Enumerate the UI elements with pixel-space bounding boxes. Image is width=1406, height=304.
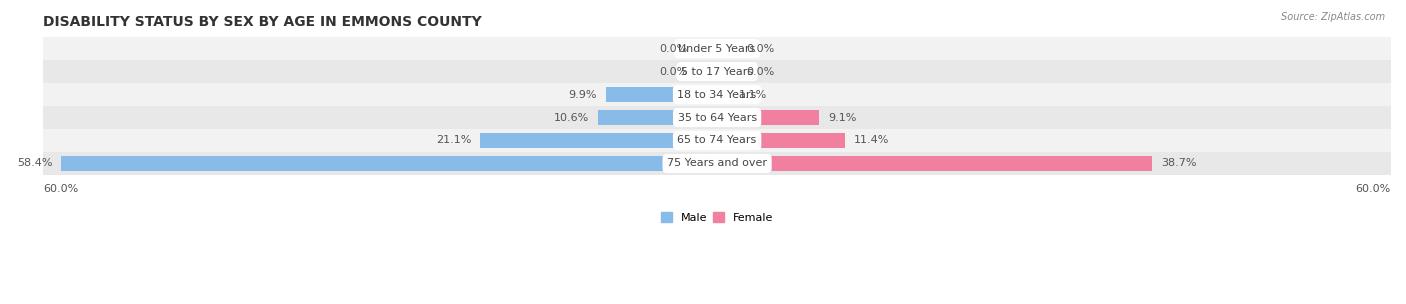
Text: 0.0%: 0.0%	[747, 43, 775, 54]
Bar	[697, 41, 717, 57]
Text: 9.1%: 9.1%	[828, 112, 856, 123]
Text: 75 Years and over: 75 Years and over	[666, 158, 768, 168]
Text: 0.0%: 0.0%	[659, 67, 688, 77]
Bar	[717, 41, 737, 57]
Bar	[717, 87, 730, 102]
Text: 60.0%: 60.0%	[1355, 184, 1391, 194]
Bar	[598, 110, 717, 125]
Text: 60.0%: 60.0%	[44, 184, 79, 194]
Text: 65 to 74 Years: 65 to 74 Years	[678, 136, 756, 146]
Text: 35 to 64 Years: 35 to 64 Years	[678, 112, 756, 123]
Bar	[44, 129, 1391, 152]
Bar	[62, 156, 717, 171]
Text: 21.1%: 21.1%	[436, 136, 471, 146]
Bar	[44, 106, 1391, 129]
Text: 5 to 17 Years: 5 to 17 Years	[681, 67, 754, 77]
Bar	[717, 156, 1152, 171]
Bar	[44, 37, 1391, 60]
Bar	[717, 133, 845, 148]
Bar	[697, 64, 717, 79]
Text: 0.0%: 0.0%	[659, 43, 688, 54]
Legend: Male, Female: Male, Female	[657, 208, 778, 227]
Bar	[44, 152, 1391, 175]
Text: 10.6%: 10.6%	[554, 112, 589, 123]
Text: Under 5 Years: Under 5 Years	[679, 43, 756, 54]
Text: 38.7%: 38.7%	[1161, 158, 1197, 168]
Bar	[44, 83, 1391, 106]
Text: 11.4%: 11.4%	[853, 136, 890, 146]
Bar	[44, 60, 1391, 83]
Text: Source: ZipAtlas.com: Source: ZipAtlas.com	[1281, 12, 1385, 22]
Bar	[717, 110, 820, 125]
Text: 1.1%: 1.1%	[738, 90, 766, 99]
Text: 9.9%: 9.9%	[568, 90, 598, 99]
Text: 58.4%: 58.4%	[17, 158, 52, 168]
Bar	[606, 87, 717, 102]
Text: 18 to 34 Years: 18 to 34 Years	[678, 90, 756, 99]
Text: DISABILITY STATUS BY SEX BY AGE IN EMMONS COUNTY: DISABILITY STATUS BY SEX BY AGE IN EMMON…	[44, 15, 482, 29]
Text: 0.0%: 0.0%	[747, 67, 775, 77]
Bar	[479, 133, 717, 148]
Bar	[717, 64, 737, 79]
